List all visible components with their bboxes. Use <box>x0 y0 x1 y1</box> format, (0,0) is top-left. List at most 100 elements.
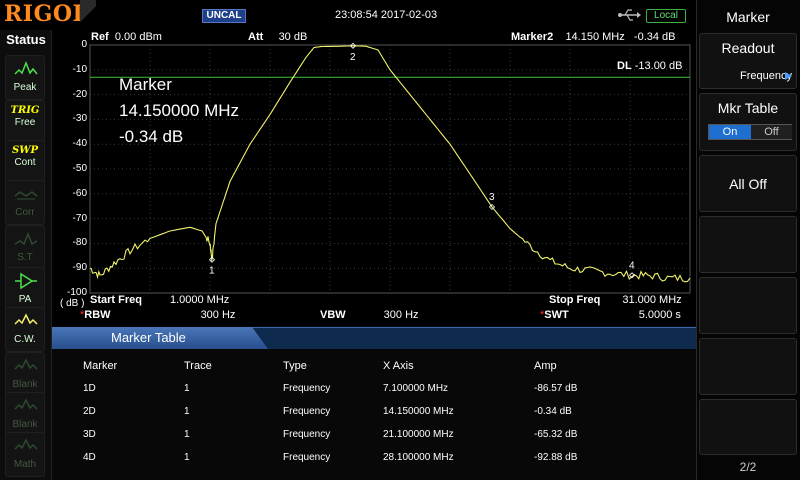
stop-freq-value: 31.000 MHz <box>622 294 682 306</box>
y-tick-label: -40 <box>72 138 87 150</box>
status-math-label: Math <box>13 459 37 470</box>
mkr-table-softkey[interactable]: Mkr Table On Off <box>699 93 797 151</box>
rbw-value: 300 Hz <box>200 309 236 321</box>
all-off-label: All Off <box>729 176 767 192</box>
resolution-bandwidth[interactable]: *RBW 300 Hz <box>80 309 235 321</box>
readout-title: Marker <box>119 75 172 94</box>
all-off-softkey[interactable]: All Off <box>699 155 797 212</box>
marker-table-panel <box>52 326 696 480</box>
col-header-trace: Trace <box>184 360 212 372</box>
status-signal-track[interactable]: S.T <box>5 225 45 270</box>
marker-3-point <box>488 203 496 211</box>
table-cell-trace: 1 <box>184 452 190 463</box>
menu-page-indicator: 2/2 <box>739 460 757 474</box>
swt-value: 5.0000 s <box>638 309 681 321</box>
marker-4-label: 4 <box>629 260 635 271</box>
swt-label: SWT <box>544 309 569 321</box>
status-trace-2[interactable]: Blank <box>5 352 45 397</box>
local-badge[interactable]: Local <box>646 9 686 23</box>
readout-frequency: 14.150000 MHz <box>119 101 240 120</box>
status-sweep-label: Cont <box>14 157 36 168</box>
y-unit: ( dB ) <box>60 298 85 309</box>
trig-icon: TRIG <box>10 105 40 116</box>
col-header-amp: Amp <box>534 360 557 372</box>
signal-track-icon <box>14 231 38 246</box>
logo-divider <box>80 0 96 29</box>
dl-label: DL <box>617 60 632 72</box>
spectrum-display <box>52 30 696 326</box>
status-peak-label: Peak <box>13 82 37 93</box>
status-trig[interactable]: TRIG Free <box>5 100 45 145</box>
y-tick-label: -100 <box>66 287 87 298</box>
status-trace-2-label: Blank <box>12 379 38 390</box>
table-cell-amp: -65.32 dB <box>534 429 578 440</box>
y-tick-label: -30 <box>72 113 87 125</box>
plot-grid <box>89 44 691 294</box>
vbw-label: VBW <box>320 309 346 321</box>
readout-softkey[interactable]: Readout Frequency <box>699 33 797 89</box>
y-tick-label: -90 <box>72 262 87 274</box>
status-trace-3-label: Blank <box>12 419 38 430</box>
rbw-label: RBW <box>84 309 111 321</box>
status-corr[interactable]: Corr <box>5 180 45 225</box>
empty-softkey-7[interactable] <box>699 399 797 455</box>
status-peak[interactable]: Peak <box>5 55 45 100</box>
table-cell-type: Frequency <box>283 452 331 463</box>
readout-value: Frequency <box>740 70 792 82</box>
marker-table-tab <box>52 327 268 349</box>
rigol-logo: RIGOL <box>4 1 89 27</box>
empty-softkey-6[interactable] <box>699 338 797 395</box>
table-cell-trace: 1 <box>184 429 190 440</box>
swt-asterisk: * <box>540 309 545 321</box>
ref-value: 0.00 dBm <box>114 31 162 43</box>
table-cell-x-axis: 14.150000 MHz <box>383 406 454 417</box>
status-preamp[interactable]: PA <box>5 267 45 312</box>
date-time: 23:08:54 2017-02-03 <box>335 9 438 21</box>
marker-2-label: 2 <box>350 52 356 63</box>
status-trace-3[interactable]: Blank <box>5 392 45 437</box>
rbw-asterisk: * <box>80 309 85 321</box>
table-cell-type: Frequency <box>283 406 331 417</box>
status-signal-track-label: S.T <box>17 252 33 263</box>
y-tick-label: 0 <box>81 39 87 50</box>
video-bandwidth[interactable]: VBW 300 Hz <box>320 309 419 321</box>
uncal-badge: UNCAL <box>202 9 246 23</box>
table-cell-trace: 1 <box>184 383 190 394</box>
active-marker-readout: Marker2 14.150 MHz -0.34 dB <box>511 31 676 43</box>
table-cell-trace: 1 <box>184 406 190 417</box>
start-frequency[interactable]: Start Freq 1.0000 MHz <box>90 294 229 306</box>
attenuation: Att 30 dB <box>248 31 307 43</box>
empty-softkey-5[interactable] <box>699 277 797 334</box>
marker2-label: Marker2 <box>511 31 554 43</box>
y-tick-label: -80 <box>72 237 87 249</box>
menu-title: Marker <box>726 9 770 25</box>
toggle-off[interactable]: Off <box>751 125 792 139</box>
stop-frequency[interactable]: Stop Freq 31.000 MHz <box>549 294 682 306</box>
table-cell-marker: 2D <box>83 406 96 417</box>
marker-4-point <box>628 272 636 279</box>
col-header-marker: Marker <box>83 360 118 372</box>
status-trace-mode[interactable]: C.W. <box>5 307 45 352</box>
table-cell-amp: -0.34 dB <box>534 406 572 417</box>
marker-2-point <box>349 42 357 49</box>
readout-amplitude: -0.34 dB <box>119 127 184 146</box>
att-value: 30 dB <box>278 31 308 43</box>
marker-3-label: 3 <box>489 192 495 203</box>
marker-1-point <box>208 256 216 263</box>
status-sweep[interactable]: SWP Cont <box>5 140 45 185</box>
sweep-icon: SWP <box>12 145 38 156</box>
col-header-x-axis: X Axis <box>383 360 414 372</box>
empty-softkey-4[interactable] <box>699 216 797 273</box>
marker-table-title: Marker Table <box>111 330 186 345</box>
y-tick-label: -50 <box>72 163 87 174</box>
status-math[interactable]: Math <box>5 432 45 477</box>
marker2-amp: -0.34 dB <box>633 31 676 43</box>
display-line-readout: DL -13.00 dB <box>617 60 682 72</box>
table-cell-x-axis: 7.100000 MHz <box>383 383 449 394</box>
toggle-on[interactable]: On <box>709 125 751 139</box>
status-corr-label: Corr <box>15 207 35 218</box>
mkr-table-toggle[interactable]: On Off <box>708 124 792 140</box>
sweep-time[interactable]: *SWT 5.0000 s <box>540 309 681 321</box>
y-tick-label: -60 <box>72 187 87 199</box>
marker2-freq: 14.150 MHz <box>565 31 625 43</box>
